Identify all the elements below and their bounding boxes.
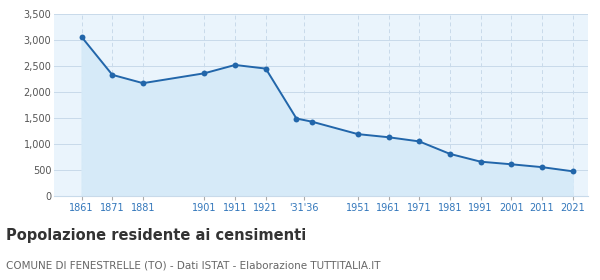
Point: [384, 135, 394, 139]
Point: [537, 165, 547, 169]
Text: COMUNE DI FENESTRELLE (TO) - Dati ISTAT - Elaborazione TUTTITALIA.IT: COMUNE DI FENESTRELLE (TO) - Dati ISTAT …: [6, 260, 380, 270]
Point: [568, 169, 577, 174]
Point: [200, 71, 209, 76]
Point: [307, 119, 317, 124]
Point: [230, 63, 240, 67]
Point: [445, 152, 455, 156]
Point: [77, 35, 86, 39]
Point: [353, 132, 362, 136]
Point: [415, 139, 424, 144]
Point: [476, 159, 485, 164]
Point: [107, 73, 117, 77]
Point: [138, 81, 148, 85]
Text: Popolazione residente ai censimenti: Popolazione residente ai censimenti: [6, 228, 306, 243]
Point: [292, 116, 301, 121]
Point: [506, 162, 516, 167]
Point: [261, 66, 271, 71]
